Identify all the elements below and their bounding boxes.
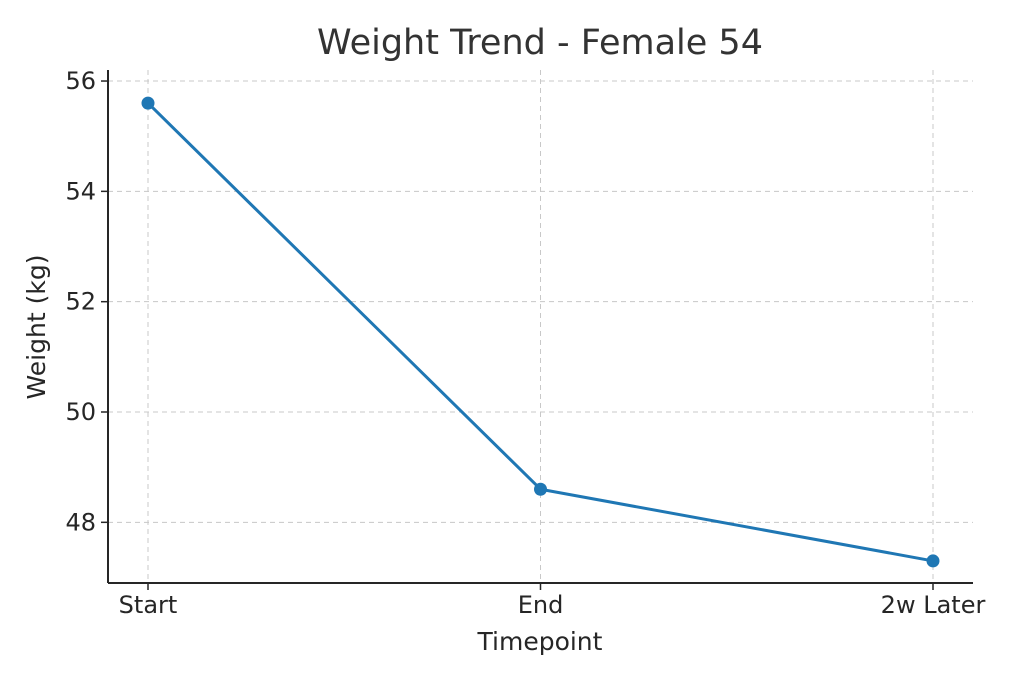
y-tick-label: 50 bbox=[65, 398, 96, 426]
y-tick-label: 52 bbox=[65, 288, 96, 316]
y-tick-label: 48 bbox=[65, 508, 96, 536]
y-tick-label: 56 bbox=[65, 67, 96, 95]
y-tick-label: 54 bbox=[65, 177, 96, 205]
data-point bbox=[926, 554, 940, 568]
grid-layer bbox=[108, 70, 973, 583]
x-tick-label: Start bbox=[119, 591, 178, 619]
chart-title: Weight Trend - Female 54 bbox=[317, 23, 763, 63]
data-point bbox=[141, 96, 155, 110]
x-tick-label: End bbox=[518, 591, 564, 619]
y-axis-label: Weight (kg) bbox=[22, 255, 51, 400]
data-point bbox=[534, 482, 547, 496]
x-axis-label: Timepoint bbox=[477, 627, 603, 656]
x-tick-label: 2w Later bbox=[881, 591, 986, 619]
series-layer bbox=[141, 96, 940, 568]
axes-layer: 48 50 52 54 56 Start End 2w Later bbox=[65, 67, 985, 619]
